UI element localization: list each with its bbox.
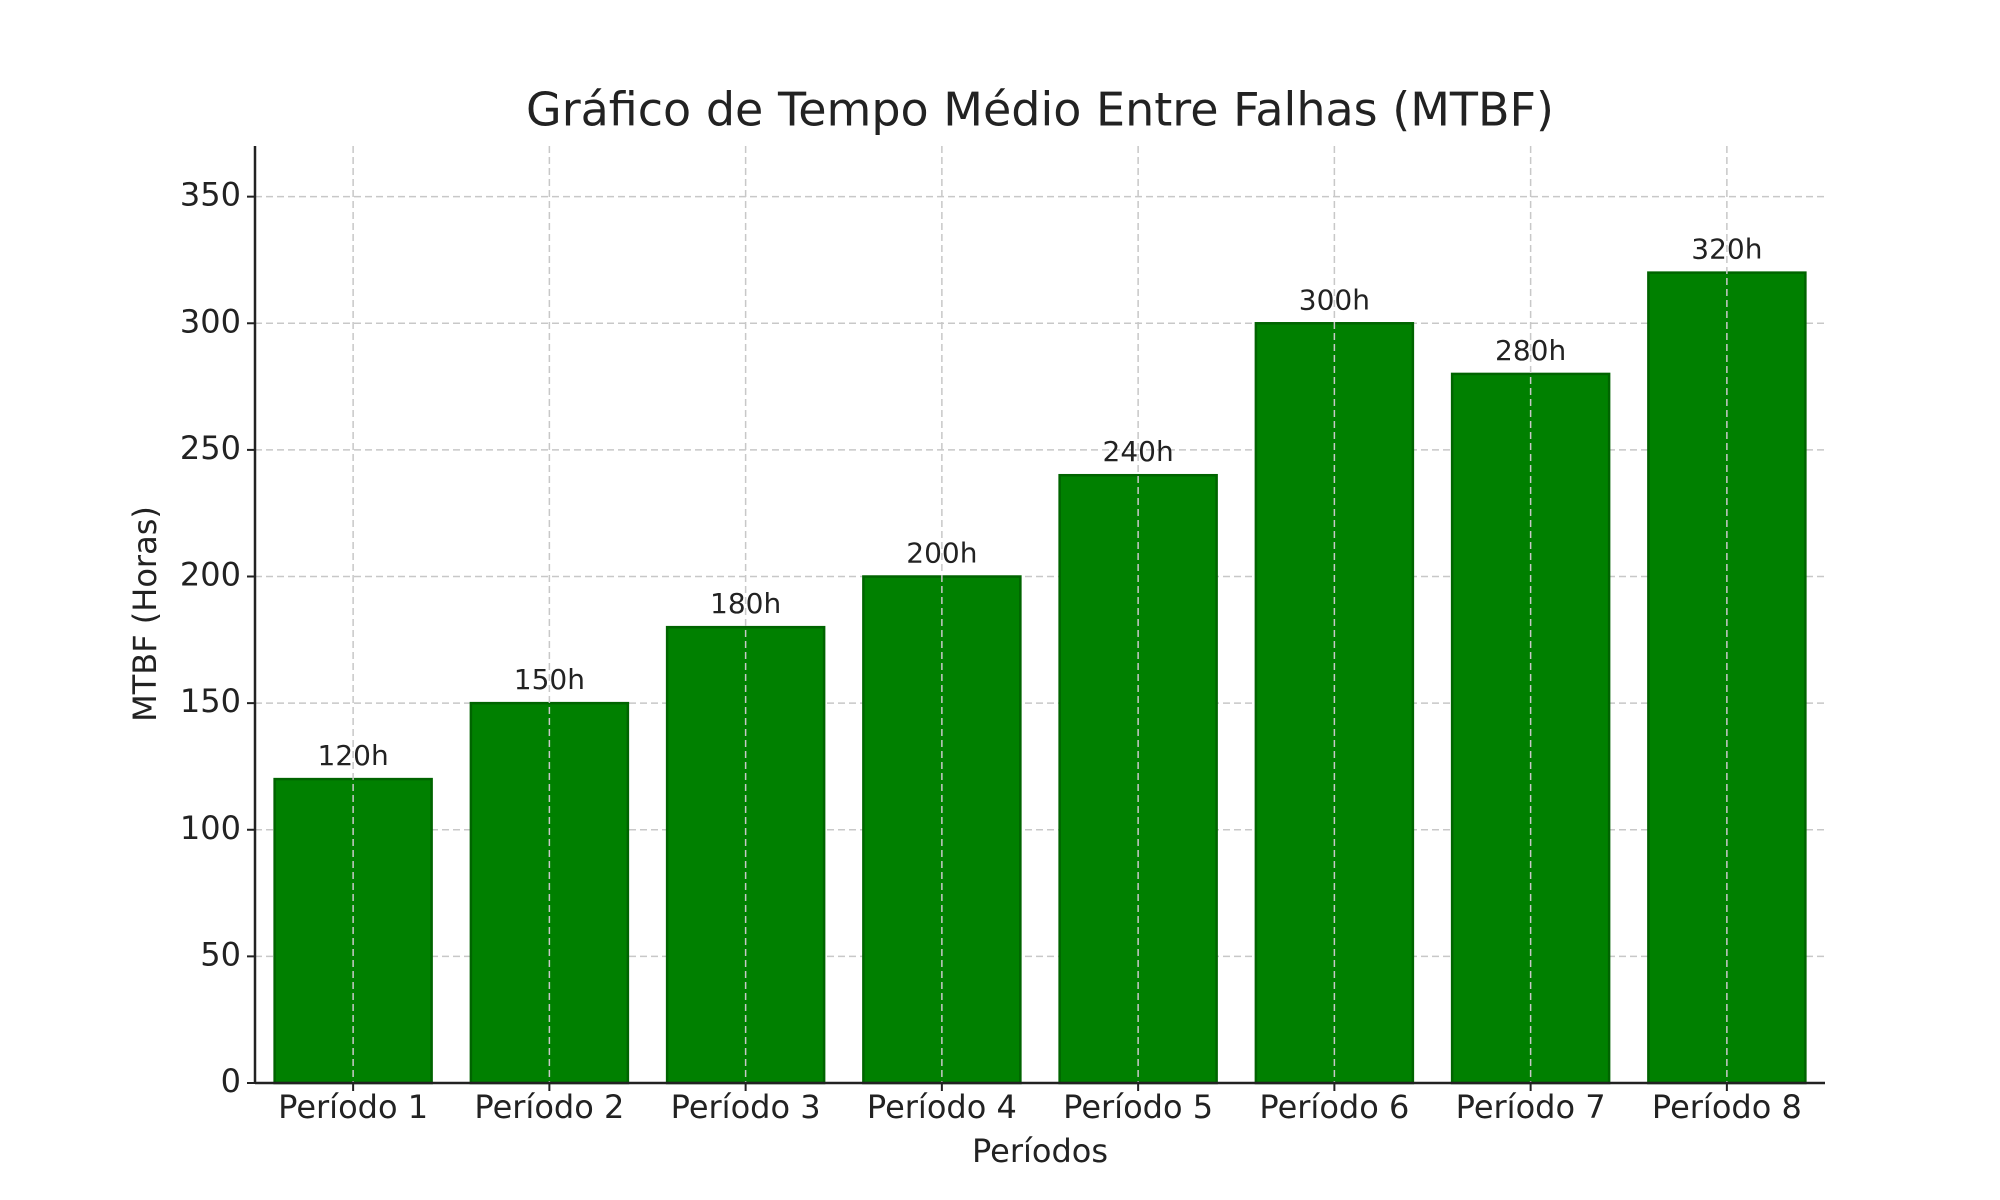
value-label: 150h xyxy=(514,663,585,696)
y-tick-label: 200 xyxy=(180,556,241,594)
y-tick-label: 50 xyxy=(200,935,241,973)
x-tick-label: Período 6 xyxy=(1259,1088,1409,1126)
x-tick-label: Período 3 xyxy=(671,1088,821,1126)
y-tick-label: 100 xyxy=(180,809,241,847)
x-tick-label: Período 2 xyxy=(474,1088,624,1126)
value-label: 240h xyxy=(1103,435,1174,468)
chart-title: Gráfico de Tempo Médio Entre Falhas (MTB… xyxy=(526,83,1554,137)
value-label: 320h xyxy=(1691,233,1762,266)
y-axis-label: MTBF (Horas) xyxy=(126,506,164,722)
x-tick-label: Período 1 xyxy=(278,1088,428,1126)
value-label: 200h xyxy=(906,537,977,570)
y-tick-label: 250 xyxy=(180,429,241,467)
x-tick-label: Período 7 xyxy=(1456,1088,1606,1126)
x-axis-label: Períodos xyxy=(972,1132,1108,1170)
x-tick-label: Período 8 xyxy=(1652,1088,1802,1126)
value-label: 280h xyxy=(1495,334,1566,367)
y-tick-label: 0 xyxy=(221,1062,241,1100)
y-tick-label: 350 xyxy=(180,176,241,214)
value-label: 300h xyxy=(1299,283,1370,316)
value-label: 180h xyxy=(710,587,781,620)
value-label: 120h xyxy=(318,739,389,772)
y-tick-label: 150 xyxy=(180,682,241,720)
x-tick-label: Período 5 xyxy=(1063,1088,1213,1126)
y-tick-label: 300 xyxy=(180,302,241,340)
x-tick-label: Período 4 xyxy=(867,1088,1017,1126)
